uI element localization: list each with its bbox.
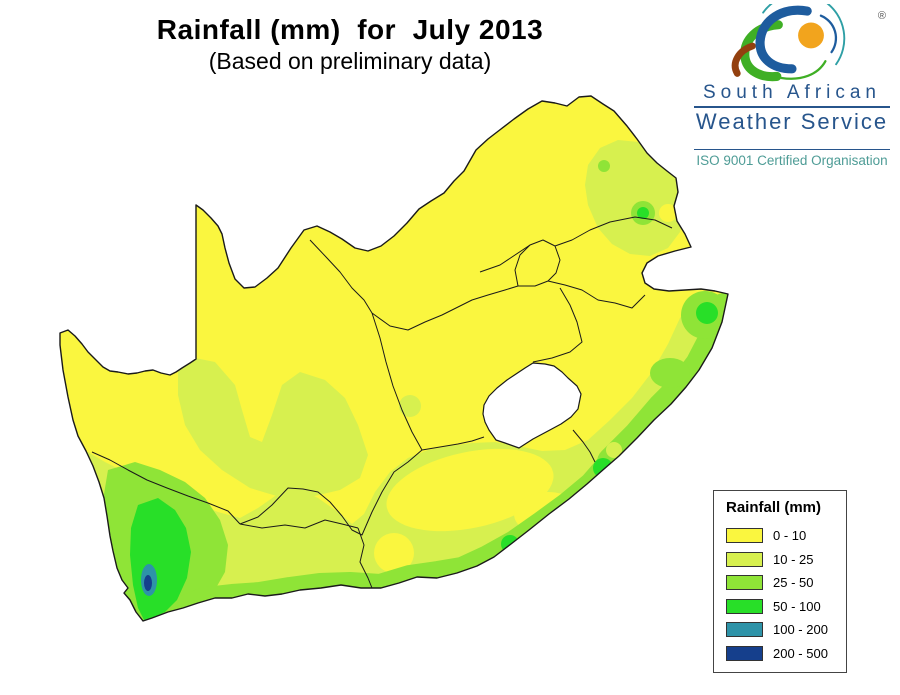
legend-range-label: 25 - 50 <box>773 575 814 591</box>
rain-class-10-25-spot <box>606 442 622 458</box>
legend-item: 25 - 50 <box>726 571 846 595</box>
logo-name-line1: South African <box>702 82 882 103</box>
rain-class-50-100-spot <box>593 458 613 478</box>
legend-range-label: 10 - 25 <box>773 551 814 567</box>
page-subtitle: (Based on preliminary data) <box>208 48 492 74</box>
legend-item: 50 - 100 <box>726 595 846 619</box>
rain-class-50-100-spot <box>637 207 649 219</box>
lesotho-area <box>482 362 582 449</box>
legend-range-label: 100 - 200 <box>773 622 828 638</box>
rain-class-0-10-island <box>659 204 677 222</box>
legend-range-label: 0 - 10 <box>773 528 807 544</box>
legend-title: Rainfall (mm) <box>726 499 822 516</box>
legend-item: 0 - 10 <box>726 524 846 548</box>
legend-swatch <box>726 622 763 638</box>
rain-class-25-50-spot <box>598 160 610 172</box>
logo-divider <box>694 106 890 108</box>
legend-swatch <box>726 575 763 591</box>
legend-box: Rainfall (mm) 0 - 10 10 - 25 25 - 50 50 … <box>713 490 847 673</box>
legend-swatch <box>726 528 763 544</box>
title-block: Rainfall (mm) for July 2013 (Based on pr… <box>60 14 640 75</box>
iso-certification-text: ISO 9001 Certified Organisation <box>696 153 888 168</box>
logo-name-line2: Weather Service <box>695 109 889 134</box>
rain-class-0-10-island <box>374 533 414 573</box>
legend-range-label: 200 - 500 <box>773 645 828 661</box>
rain-class-0-10-island <box>386 448 554 532</box>
legend-item: 100 - 200 <box>726 618 846 642</box>
legend-swatch <box>726 645 763 661</box>
rain-class-10-25-area <box>585 140 686 256</box>
page-title: Rainfall (mm) for July 2013 <box>156 14 544 45</box>
legend-swatch <box>726 551 763 567</box>
rain-class-50-100-spot <box>696 302 718 324</box>
rain-class-10-25-spot <box>399 395 421 417</box>
legend-item: 200 - 500 <box>726 642 846 666</box>
country-outline <box>59 95 729 622</box>
rain-class-25-50-spot <box>650 358 690 388</box>
saws-logo: ® South African Weather Service ISO 9001… <box>692 4 892 168</box>
registered-trademark-icon: ® <box>877 10 886 22</box>
provincial-borders <box>91 216 673 589</box>
legend-item: 10 - 25 <box>726 548 846 572</box>
legend-range-label: 50 - 100 <box>773 598 821 614</box>
rain-class-200-500-spot <box>144 575 152 591</box>
saws-swirl-icon <box>731 4 846 82</box>
legend-swatch <box>726 598 763 614</box>
logo-divider <box>694 149 890 150</box>
rain-class-10-25-area <box>178 355 368 497</box>
